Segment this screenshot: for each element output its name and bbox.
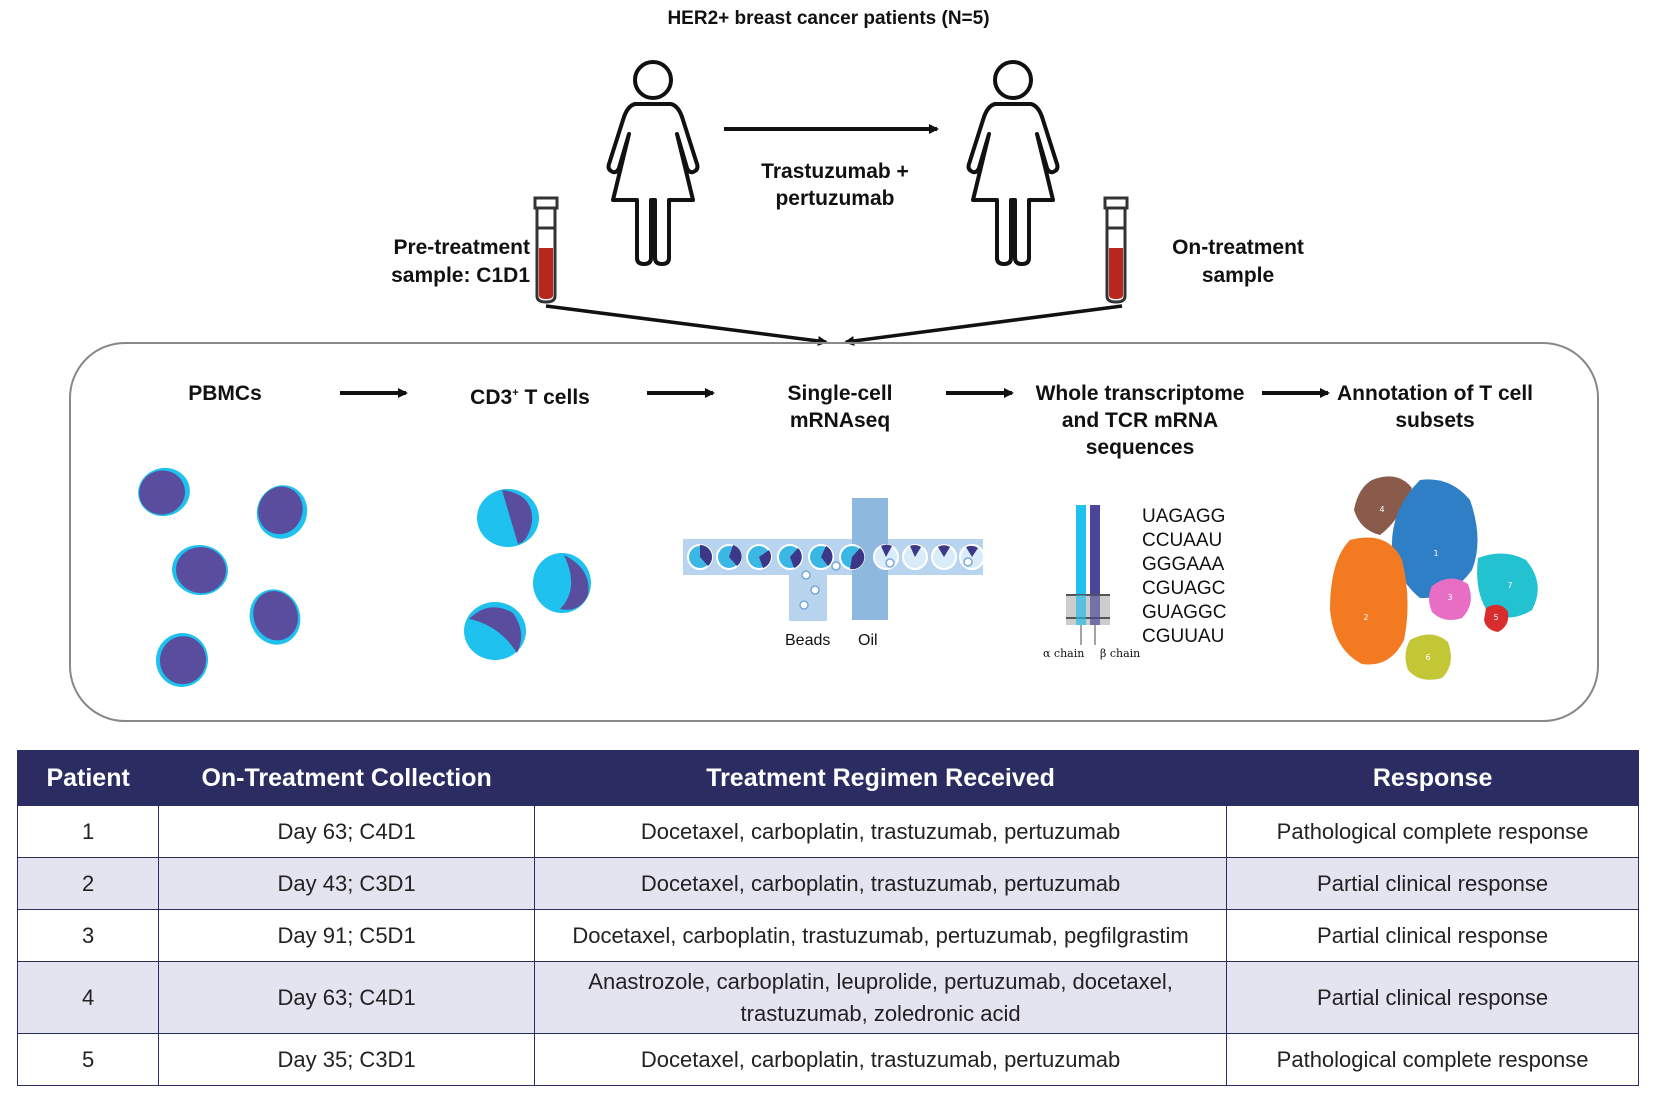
- regimen-line: Anastrozole, carboplatin, leuprolide, pe…: [588, 968, 1173, 994]
- table-row: 3 Day 91; C5D1 Docetaxel, carboplatin, t…: [16, 909, 1639, 962]
- table-row: 4 Day 63; C4D1 Anastrozole, carboplatin,…: [16, 961, 1639, 1034]
- patient-on-icon: [966, 60, 1060, 266]
- cell-regimen: Docetaxel, carboplatin, trastuzumab, per…: [533, 1033, 1228, 1086]
- regimen-line: trastuzumab, zoledronic acid: [740, 1000, 1021, 1026]
- regimen-line: Docetaxel, carboplatin, trastuzumab, per…: [640, 1046, 1121, 1072]
- t-cells: [464, 489, 591, 660]
- umap-plot: 1 2 3 4 5 6 7: [1330, 476, 1538, 680]
- header-patient: Patient: [16, 750, 160, 806]
- on-treatment-label: On-treatment sample: [1148, 234, 1328, 290]
- on-sample-arrow: [844, 304, 1123, 346]
- beta-chain-label: β chain: [1100, 647, 1141, 660]
- cd3-superscript: +: [512, 387, 519, 399]
- step-label-line: and TCR mRNA: [1061, 409, 1219, 432]
- tcr-chains: [1066, 505, 1110, 645]
- step-label-line: mRNAseq: [789, 409, 891, 432]
- cell-patient: 4: [16, 961, 160, 1034]
- cell-collection: Day 35; C3D1: [158, 1033, 535, 1086]
- table-row: 5 Day 35; C3D1 Docetaxel, carboplatin, t…: [16, 1033, 1639, 1086]
- umap-cluster-label: 6: [1425, 653, 1430, 662]
- pre-treatment-label-line: Pre-treatment: [393, 236, 530, 259]
- patient-table: Patient On-Treatment Collection Treatmen…: [16, 750, 1639, 1086]
- header-regimen: Treatment Regimen Received: [533, 750, 1228, 806]
- step-sequences: Whole transcriptome and TCR mRNA sequenc…: [1020, 380, 1260, 461]
- step-pbmcs: PBMCs: [140, 380, 310, 407]
- treatment-label-line: pertuzumab: [775, 187, 895, 210]
- beads-label: Beads: [785, 632, 831, 649]
- umap-cluster-label: 5: [1493, 613, 1498, 622]
- table-row: 2 Day 43; C3D1 Docetaxel, carboplatin, t…: [16, 857, 1639, 910]
- header-response: Response: [1226, 750, 1639, 806]
- step-single-cell: Single-cell mRNAseq: [755, 380, 925, 434]
- step-label-line: subsets: [1395, 409, 1475, 432]
- step-cd3-t-cells: CD3+ T cells: [440, 380, 620, 411]
- treatment-label-line: Trastuzumab +: [761, 160, 909, 183]
- table-row: 1 Day 63; C4D1 Docetaxel, carboplatin, t…: [16, 805, 1639, 858]
- umap-cluster-label: 1: [1433, 549, 1438, 558]
- step-label-line: Single-cell: [787, 382, 893, 405]
- step-label-line: PBMCs: [188, 382, 262, 405]
- step-label-line: CD3+ T cells: [440, 380, 620, 411]
- cell-regimen: Docetaxel, carboplatin, trastuzumab, per…: [533, 909, 1228, 962]
- table-header-row: Patient On-Treatment Collection Treatmen…: [16, 750, 1639, 806]
- pre-sample-arrow: [545, 304, 828, 346]
- on-treatment-label-line: On-treatment: [1172, 236, 1304, 259]
- umap-cluster-label: 7: [1507, 581, 1512, 590]
- treatment-label: Trastuzumab + pertuzumab: [700, 158, 970, 212]
- umap-cluster-label: 3: [1447, 593, 1452, 602]
- step-label-line: Annotation of T cell: [1337, 382, 1533, 405]
- workflow-box: [69, 342, 1599, 722]
- cell-response: Pathological complete response: [1226, 805, 1639, 858]
- microfluidic-chip: [683, 498, 985, 621]
- cell-collection: Day 43; C3D1: [158, 857, 535, 910]
- header-collection: On-Treatment Collection: [158, 750, 535, 806]
- cell-collection: Day 63; C4D1: [158, 961, 535, 1034]
- cell-collection: Day 91; C5D1: [158, 909, 535, 962]
- cell-response: Partial clinical response: [1226, 909, 1639, 962]
- pbmc-cells: [138, 467, 308, 687]
- umap-cluster-label: 4: [1379, 505, 1384, 514]
- t-cells-text: T cells: [518, 386, 590, 409]
- page-title: HER2+ breast cancer patients (N=5): [667, 8, 990, 29]
- cell-response: Partial clinical response: [1226, 961, 1639, 1034]
- regimen-line: Docetaxel, carboplatin, trastuzumab, per…: [640, 870, 1121, 896]
- cell-patient: 5: [16, 1033, 160, 1086]
- step-annotation: Annotation of T cell subsets: [1330, 380, 1540, 434]
- step-label-line: sequences: [1085, 436, 1195, 459]
- sequence-line: CGUAGC: [1142, 578, 1226, 599]
- cell-regimen: Docetaxel, carboplatin, trastuzumab, per…: [533, 805, 1228, 858]
- alpha-chain-label: α chain: [1043, 647, 1085, 660]
- on-treatment-label-line: sample: [1201, 264, 1275, 287]
- sequence-line: CCUAAU: [1142, 530, 1223, 551]
- regimen-line: Docetaxel, carboplatin, trastuzumab, per…: [640, 818, 1121, 844]
- cell-regimen: Docetaxel, carboplatin, trastuzumab, per…: [533, 857, 1228, 910]
- cell-regimen: Anastrozole, carboplatin, leuprolide, pe…: [533, 961, 1228, 1034]
- cell-patient: 3: [16, 909, 160, 962]
- pre-treatment-label-line: sample: C1D1: [391, 264, 530, 287]
- sequence-line: UAGAGG: [1142, 506, 1226, 527]
- step-label-line: Whole transcriptome: [1035, 382, 1245, 405]
- sequence-line: GUAGGC: [1142, 602, 1227, 623]
- cell-response: Pathological complete response: [1226, 1033, 1639, 1086]
- umap-cluster-label: 2: [1363, 613, 1368, 622]
- cell-patient: 1: [16, 805, 160, 858]
- pre-treatment-tube-icon: [533, 196, 559, 304]
- on-treatment-tube-icon: [1103, 196, 1129, 304]
- regimen-line: Docetaxel, carboplatin, trastuzumab, per…: [572, 922, 1189, 948]
- sequence-line: GGGAAA: [1142, 554, 1225, 575]
- sequence-line: CGUUAU: [1142, 626, 1225, 647]
- cell-response: Partial clinical response: [1226, 857, 1639, 910]
- patient-pre-icon: [606, 60, 700, 266]
- cell-patient: 2: [16, 857, 160, 910]
- cd3-text: CD3: [470, 386, 513, 409]
- oil-label: Oil: [858, 632, 878, 649]
- cell-collection: Day 63; C4D1: [158, 805, 535, 858]
- pre-treatment-label: Pre-treatment sample: C1D1: [340, 234, 530, 290]
